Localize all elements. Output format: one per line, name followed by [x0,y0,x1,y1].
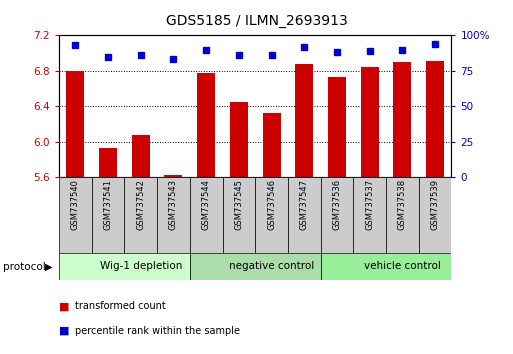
Text: GSM737540: GSM737540 [71,179,80,230]
Text: ■: ■ [59,326,69,336]
Bar [230,102,248,177]
Bar [321,253,451,280]
Text: GSM737538: GSM737538 [398,179,407,230]
Text: GSM737544: GSM737544 [202,179,211,230]
Bar [263,113,281,177]
Bar [328,77,346,177]
Bar [99,148,117,177]
Bar [190,177,223,253]
Bar [59,253,190,280]
Text: GSM737539: GSM737539 [430,179,440,230]
Text: Wig-1 depletion: Wig-1 depletion [100,261,182,272]
Bar [157,177,190,253]
Text: ▶: ▶ [45,262,53,272]
Bar [255,177,288,253]
Bar [419,177,451,253]
Bar [190,253,321,280]
Bar [223,177,255,253]
Text: ■: ■ [59,301,69,311]
Bar [124,177,157,253]
Bar [361,67,379,177]
Text: protocol: protocol [3,262,45,272]
Bar [393,62,411,177]
Bar [288,177,321,253]
Text: negative control: negative control [229,261,314,272]
Text: GSM737546: GSM737546 [267,179,276,230]
Bar [321,177,353,253]
Text: GSM737537: GSM737537 [365,179,374,230]
Bar [353,177,386,253]
Text: GSM737545: GSM737545 [234,179,243,230]
Text: GDS5185 / ILMN_2693913: GDS5185 / ILMN_2693913 [166,14,347,28]
Bar [386,177,419,253]
Text: GSM737536: GSM737536 [332,179,342,230]
Bar [295,64,313,177]
Bar [59,177,92,253]
Text: GSM737543: GSM737543 [169,179,178,230]
Text: GSM737547: GSM737547 [300,179,309,230]
Bar [66,71,84,177]
Text: transformed count: transformed count [75,301,166,311]
Bar [132,135,150,177]
Text: GSM737542: GSM737542 [136,179,145,230]
Bar [165,175,183,177]
Bar [197,74,215,177]
Bar [426,61,444,177]
Text: vehicle control: vehicle control [364,261,441,272]
Bar [92,177,125,253]
Text: percentile rank within the sample: percentile rank within the sample [75,326,241,336]
Text: GSM737541: GSM737541 [104,179,112,230]
